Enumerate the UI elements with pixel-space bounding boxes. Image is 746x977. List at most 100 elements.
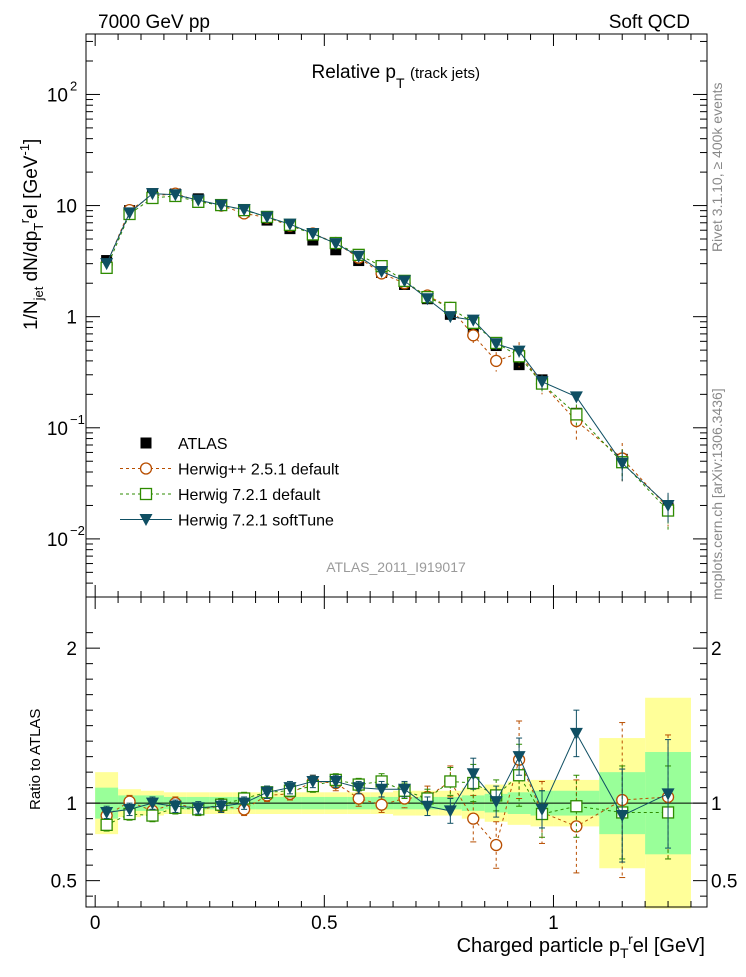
ratio-x-tick-label: 0 (90, 913, 101, 934)
header-left: 7000 GeV pp (98, 12, 210, 33)
data-point (123, 207, 137, 220)
rivet-label: Rivet 3.1.10, ≥ 400k events (709, 82, 725, 252)
ratio-y-tick-label-right: 1 (711, 794, 722, 815)
ratio-data-point (444, 775, 457, 788)
y-tick-label: 10 (56, 197, 77, 218)
legend-marker (139, 487, 153, 501)
data-point (513, 359, 525, 371)
ratio-series-2 (100, 709, 675, 863)
ratio-data-point (329, 775, 343, 788)
legend-marker (139, 462, 153, 475)
ratio-data-point (100, 806, 114, 819)
ratio-ylabel: Ratio to ATLAS (27, 709, 44, 810)
ratio-data-point (570, 800, 583, 813)
ratio-data-point (466, 768, 480, 781)
ratio-xlabel: Charged particle pTrel [GeV] (457, 931, 705, 961)
legend-label: Herwig 7.2.1 softTune (178, 513, 334, 530)
ratio-data-point (375, 783, 389, 796)
data-point (661, 499, 675, 512)
series-3 (100, 188, 675, 523)
data-point (570, 408, 583, 421)
data-point (260, 211, 274, 224)
series-line (106, 195, 669, 511)
y-tick-label-exp: −1 (70, 412, 85, 427)
ratio-data-point (490, 838, 503, 852)
plot-title-sub: T (396, 75, 405, 91)
ratio-data-point (489, 796, 503, 809)
ratio-data-point (168, 800, 182, 813)
ratio-data-point (375, 798, 388, 811)
ratio-data-point (260, 786, 274, 799)
ratio-data-point (100, 818, 113, 831)
analysis-watermark: ATLAS_2011_I919017 (326, 559, 466, 575)
ratio-data-point (145, 797, 159, 810)
ratio-data-point (306, 775, 320, 788)
data-point (398, 275, 412, 288)
ratio-data-point (615, 810, 629, 823)
data-point (100, 258, 114, 271)
data-point (490, 354, 503, 368)
ratio-data-point (214, 800, 228, 813)
y-tick-label: 10 (47, 530, 68, 551)
data-point (535, 376, 549, 389)
data-point (145, 188, 159, 201)
ratio-y-tick-label: 2 (66, 639, 77, 660)
ratio-x-tick-label: 1 (548, 913, 559, 934)
legend-marker (140, 437, 152, 449)
ratio-axis-ticks: 0.5 0.5 1 1 2 2 0 0.5 1 (51, 597, 737, 934)
y-tick-label-exp: 2 (70, 78, 77, 93)
data-point (467, 329, 480, 342)
data-point (420, 293, 434, 306)
ratio-data-point (123, 803, 137, 816)
ratio-data-point (661, 788, 675, 801)
ratio-data-point (283, 782, 297, 795)
main-ylabel: 1/Njet dN/dpTrel [GeV-1] (17, 139, 46, 330)
ratio-y-tick-label: 1 (66, 794, 77, 815)
header-right: Soft QCD (609, 12, 690, 33)
series-line (106, 193, 669, 506)
ratio-data-point (146, 809, 159, 822)
ratio-data-point (569, 727, 583, 740)
data-point (569, 391, 583, 404)
legend-marker (139, 514, 153, 526)
plot-title: Relative p (312, 62, 397, 83)
main-plot-area (100, 187, 675, 531)
ratio-y-tick-label-right: 0.5 (711, 872, 737, 893)
ratio-y-tick-label-right: 2 (711, 639, 722, 660)
data-point (329, 238, 343, 251)
ratio-data-point (352, 792, 365, 805)
ratio-data-point (398, 783, 412, 796)
ratio-data-point (512, 751, 526, 764)
series-2 (100, 189, 675, 531)
y-tick-label: 1 (66, 308, 77, 329)
legend-label: Herwig++ 2.5.1 default (178, 462, 340, 479)
ratio-plot-area (86, 697, 707, 909)
y-tick-label: 10 (47, 85, 68, 106)
legend-label: ATLAS (178, 436, 228, 453)
data-point (168, 189, 182, 202)
legend: ATLAS Herwig++ 2.5.1 default Herwig 7.2.1 … (120, 436, 340, 530)
ratio-x-tick-label: 0.5 (311, 913, 337, 934)
data-point (283, 218, 297, 231)
legend-label: Herwig 7.2.1 default (178, 487, 321, 504)
data-point (443, 311, 457, 324)
mcplots-label: mcplots.cern.ch [arXiv:1306.3436] (709, 388, 725, 600)
data-point (191, 194, 205, 207)
data-point (489, 338, 503, 351)
data-point (214, 199, 228, 212)
series-line (106, 193, 669, 509)
data-point (237, 204, 251, 217)
ratio-y-tick-label: 0.5 (51, 872, 77, 893)
data-point (512, 345, 526, 358)
data-point (352, 250, 366, 263)
data-point (375, 266, 389, 279)
ratio-data-point (443, 805, 457, 818)
ratio-data-point (420, 800, 434, 813)
y-tick-label-exp: −2 (70, 523, 85, 538)
ratio-data-point (191, 802, 205, 815)
ratio-frame (85, 596, 708, 908)
ratio-data-point (237, 797, 251, 810)
